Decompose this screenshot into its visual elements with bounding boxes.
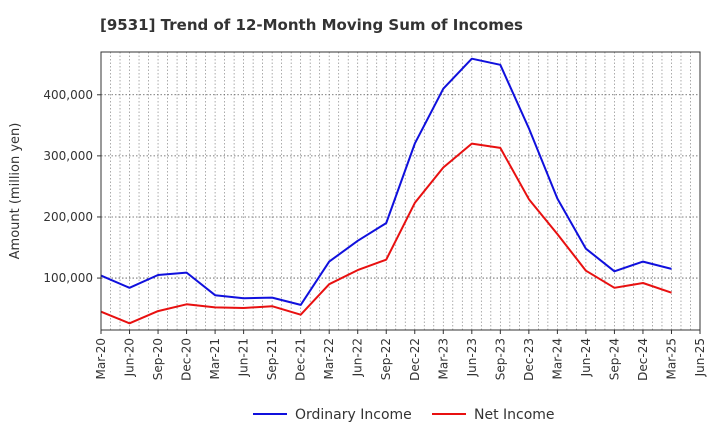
legend-label-ordinary-income: Ordinary Income — [295, 407, 412, 423]
legend-label-net-income: Net Income — [474, 407, 555, 423]
chart-title: [9531] Trend of 12-Month Moving Sum of I… — [100, 16, 523, 34]
plot-area — [100, 51, 701, 331]
x-tick-label: Sep-21 — [265, 338, 279, 380]
y-tick-label: 400,000 — [43, 88, 93, 102]
y-axis-label: Amount (million yen) — [8, 123, 23, 260]
x-tick-label: Jun-23 — [465, 338, 479, 377]
x-tick-label: Mar-22 — [322, 338, 336, 379]
x-tick-label: Mar-25 — [664, 338, 678, 379]
x-tick-label: Jun-25 — [693, 338, 707, 377]
x-tick-label: Dec-21 — [294, 338, 308, 381]
y-tick-label: 100,000 — [43, 271, 93, 285]
x-tick-label: Jun-22 — [351, 338, 365, 377]
x-tick-label: Dec-23 — [522, 338, 536, 381]
x-tick-label: Mar-23 — [436, 338, 450, 379]
x-tick-label: Jun-20 — [123, 338, 137, 377]
x-tick-label: Jun-24 — [579, 338, 593, 377]
x-tick-label: Sep-20 — [151, 338, 165, 380]
y-axis-ticks: 100,000 200,000 300,000 400,000 — [43, 88, 101, 285]
x-tick-label: Dec-20 — [180, 338, 194, 381]
x-tick-label: Mar-20 — [94, 338, 108, 379]
y-tick-label: 200,000 — [43, 210, 93, 224]
plot-frame — [100, 51, 701, 331]
x-tick-label: Dec-22 — [408, 338, 422, 381]
x-tick-label: Mar-24 — [550, 338, 564, 379]
y-tick-label: 300,000 — [43, 149, 93, 163]
x-tick-label: Sep-22 — [379, 338, 393, 380]
x-tick-label: Mar-21 — [208, 338, 222, 379]
x-tick-label: Jun-21 — [237, 338, 251, 377]
x-tick-label: Dec-24 — [636, 338, 650, 381]
series-lines — [100, 57, 672, 325]
x-tick-label: Sep-24 — [607, 338, 621, 380]
series-line-net-income — [100, 142, 672, 325]
x-tick-label: Sep-23 — [493, 338, 507, 380]
series-line-ordinary-income — [100, 57, 672, 306]
x-axis-ticks: Mar-20 Jun-20 Sep-20 Dec-20 Mar-21 Jun-21 Sep-… — [94, 330, 707, 381]
legend: Ordinary Income Net Income — [253, 407, 555, 423]
